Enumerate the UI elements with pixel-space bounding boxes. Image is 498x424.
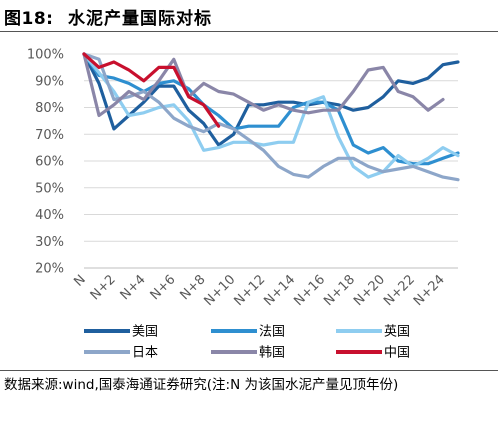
x-tick-label: N+6 xyxy=(148,272,179,303)
y-tick-label: 80% xyxy=(35,101,64,116)
y-tick-label: 30% xyxy=(35,235,64,250)
x-tick-label: N+20 xyxy=(351,272,388,309)
y-tick-label: 50% xyxy=(35,181,64,196)
title-rule xyxy=(0,31,498,32)
y-tick-label: 40% xyxy=(35,208,64,223)
legend-label: 日本 xyxy=(132,346,158,361)
x-tick-label: N+2 xyxy=(88,272,119,303)
x-tick-label: N+22 xyxy=(381,272,418,309)
y-axis-ticks: 20% 30% 40% 50% 60% 70% 80% 90% 100% xyxy=(27,48,64,277)
x-tick-label: N+10 xyxy=(202,272,239,309)
x-tick-label: N+16 xyxy=(291,272,328,309)
y-tick-label: 20% xyxy=(35,262,64,277)
figure-title: 水泥产量国际对标 xyxy=(68,9,212,29)
x-tick-label: N+12 xyxy=(231,272,268,309)
y-tick-label: 100% xyxy=(27,48,64,63)
legend-label: 中国 xyxy=(384,346,410,361)
series-line-3 xyxy=(82,52,460,182)
y-tick-label: 90% xyxy=(35,74,64,89)
x-axis-ticks: NN+2N+4N+6N+8N+10N+12N+14N+16N+18N+20N+2… xyxy=(71,272,448,309)
x-tick-label: N+18 xyxy=(321,272,358,309)
legend-label: 韩国 xyxy=(259,346,285,361)
series-line-4 xyxy=(82,52,445,118)
source-note: 数据来源:wind,国泰海通证券研究(注:N 为该国水泥产量见顶年份) xyxy=(4,377,399,393)
line-chart: 20% 30% 40% 50% 60% 70% 80% 90% 100% NN+2N+4N+6 N… xyxy=(27,48,460,361)
legend-label: 美国 xyxy=(132,325,158,340)
legend-label: 英国 xyxy=(384,325,410,340)
y-tick-label: 70% xyxy=(35,128,64,143)
series-line-0 xyxy=(82,52,460,147)
series-line-5 xyxy=(82,52,221,128)
y-tick-label: 60% xyxy=(35,155,64,170)
figure-label: 图18: xyxy=(4,9,54,29)
x-tick-label: N+24 xyxy=(411,272,448,309)
series-line-2 xyxy=(82,52,460,179)
x-tick-label: N xyxy=(71,272,88,289)
grid-lines xyxy=(84,53,458,269)
legend-label: 法国 xyxy=(259,325,285,340)
series-lines xyxy=(82,52,460,182)
figure-header: 图18: 水泥产量国际对标 xyxy=(0,0,498,34)
x-tick-label: N+14 xyxy=(261,272,298,309)
bottom-rule xyxy=(0,370,498,371)
x-tick-label: N+4 xyxy=(118,272,149,303)
